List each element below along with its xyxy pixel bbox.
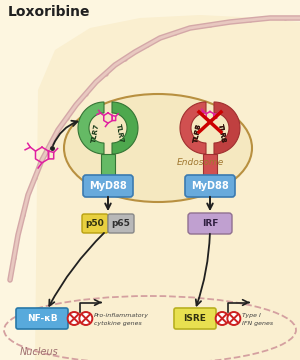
FancyBboxPatch shape [185, 175, 235, 197]
Text: TLR8: TLR8 [217, 123, 227, 143]
FancyBboxPatch shape [16, 308, 68, 329]
Text: TLR8: TLR8 [217, 123, 227, 143]
Text: Nucleus: Nucleus [20, 347, 59, 357]
Text: TLR7: TLR7 [115, 123, 125, 143]
Circle shape [68, 312, 81, 325]
Text: Endosome: Endosome [176, 158, 224, 166]
Text: Type I: Type I [242, 313, 261, 318]
Text: MyD88: MyD88 [89, 181, 127, 191]
Polygon shape [101, 154, 115, 176]
Text: TLR8: TLR8 [193, 123, 203, 143]
Polygon shape [203, 154, 217, 176]
Polygon shape [78, 102, 104, 154]
Polygon shape [35, 15, 300, 360]
Circle shape [227, 312, 240, 325]
Text: IFN genes: IFN genes [242, 321, 273, 326]
Text: cytokine genes: cytokine genes [94, 321, 142, 326]
Text: p65: p65 [112, 219, 130, 228]
Polygon shape [214, 102, 240, 154]
Circle shape [216, 312, 229, 325]
FancyBboxPatch shape [82, 214, 108, 233]
FancyBboxPatch shape [83, 175, 133, 197]
Polygon shape [180, 102, 206, 154]
Text: Pro-inflammatory: Pro-inflammatory [94, 313, 149, 318]
Text: TLR7: TLR7 [91, 123, 101, 143]
Text: p50: p50 [85, 219, 104, 228]
Text: IRF: IRF [202, 219, 218, 228]
Ellipse shape [64, 94, 252, 202]
Text: NF-κB: NF-κB [27, 314, 57, 323]
FancyBboxPatch shape [188, 213, 232, 234]
FancyBboxPatch shape [174, 308, 216, 329]
Text: ISRE: ISRE [184, 314, 206, 323]
Text: TLR8: TLR8 [193, 123, 203, 143]
Circle shape [79, 312, 92, 325]
Text: Loxoribine: Loxoribine [8, 5, 91, 19]
Polygon shape [112, 102, 138, 154]
Text: MyD88: MyD88 [191, 181, 229, 191]
FancyBboxPatch shape [108, 214, 134, 233]
